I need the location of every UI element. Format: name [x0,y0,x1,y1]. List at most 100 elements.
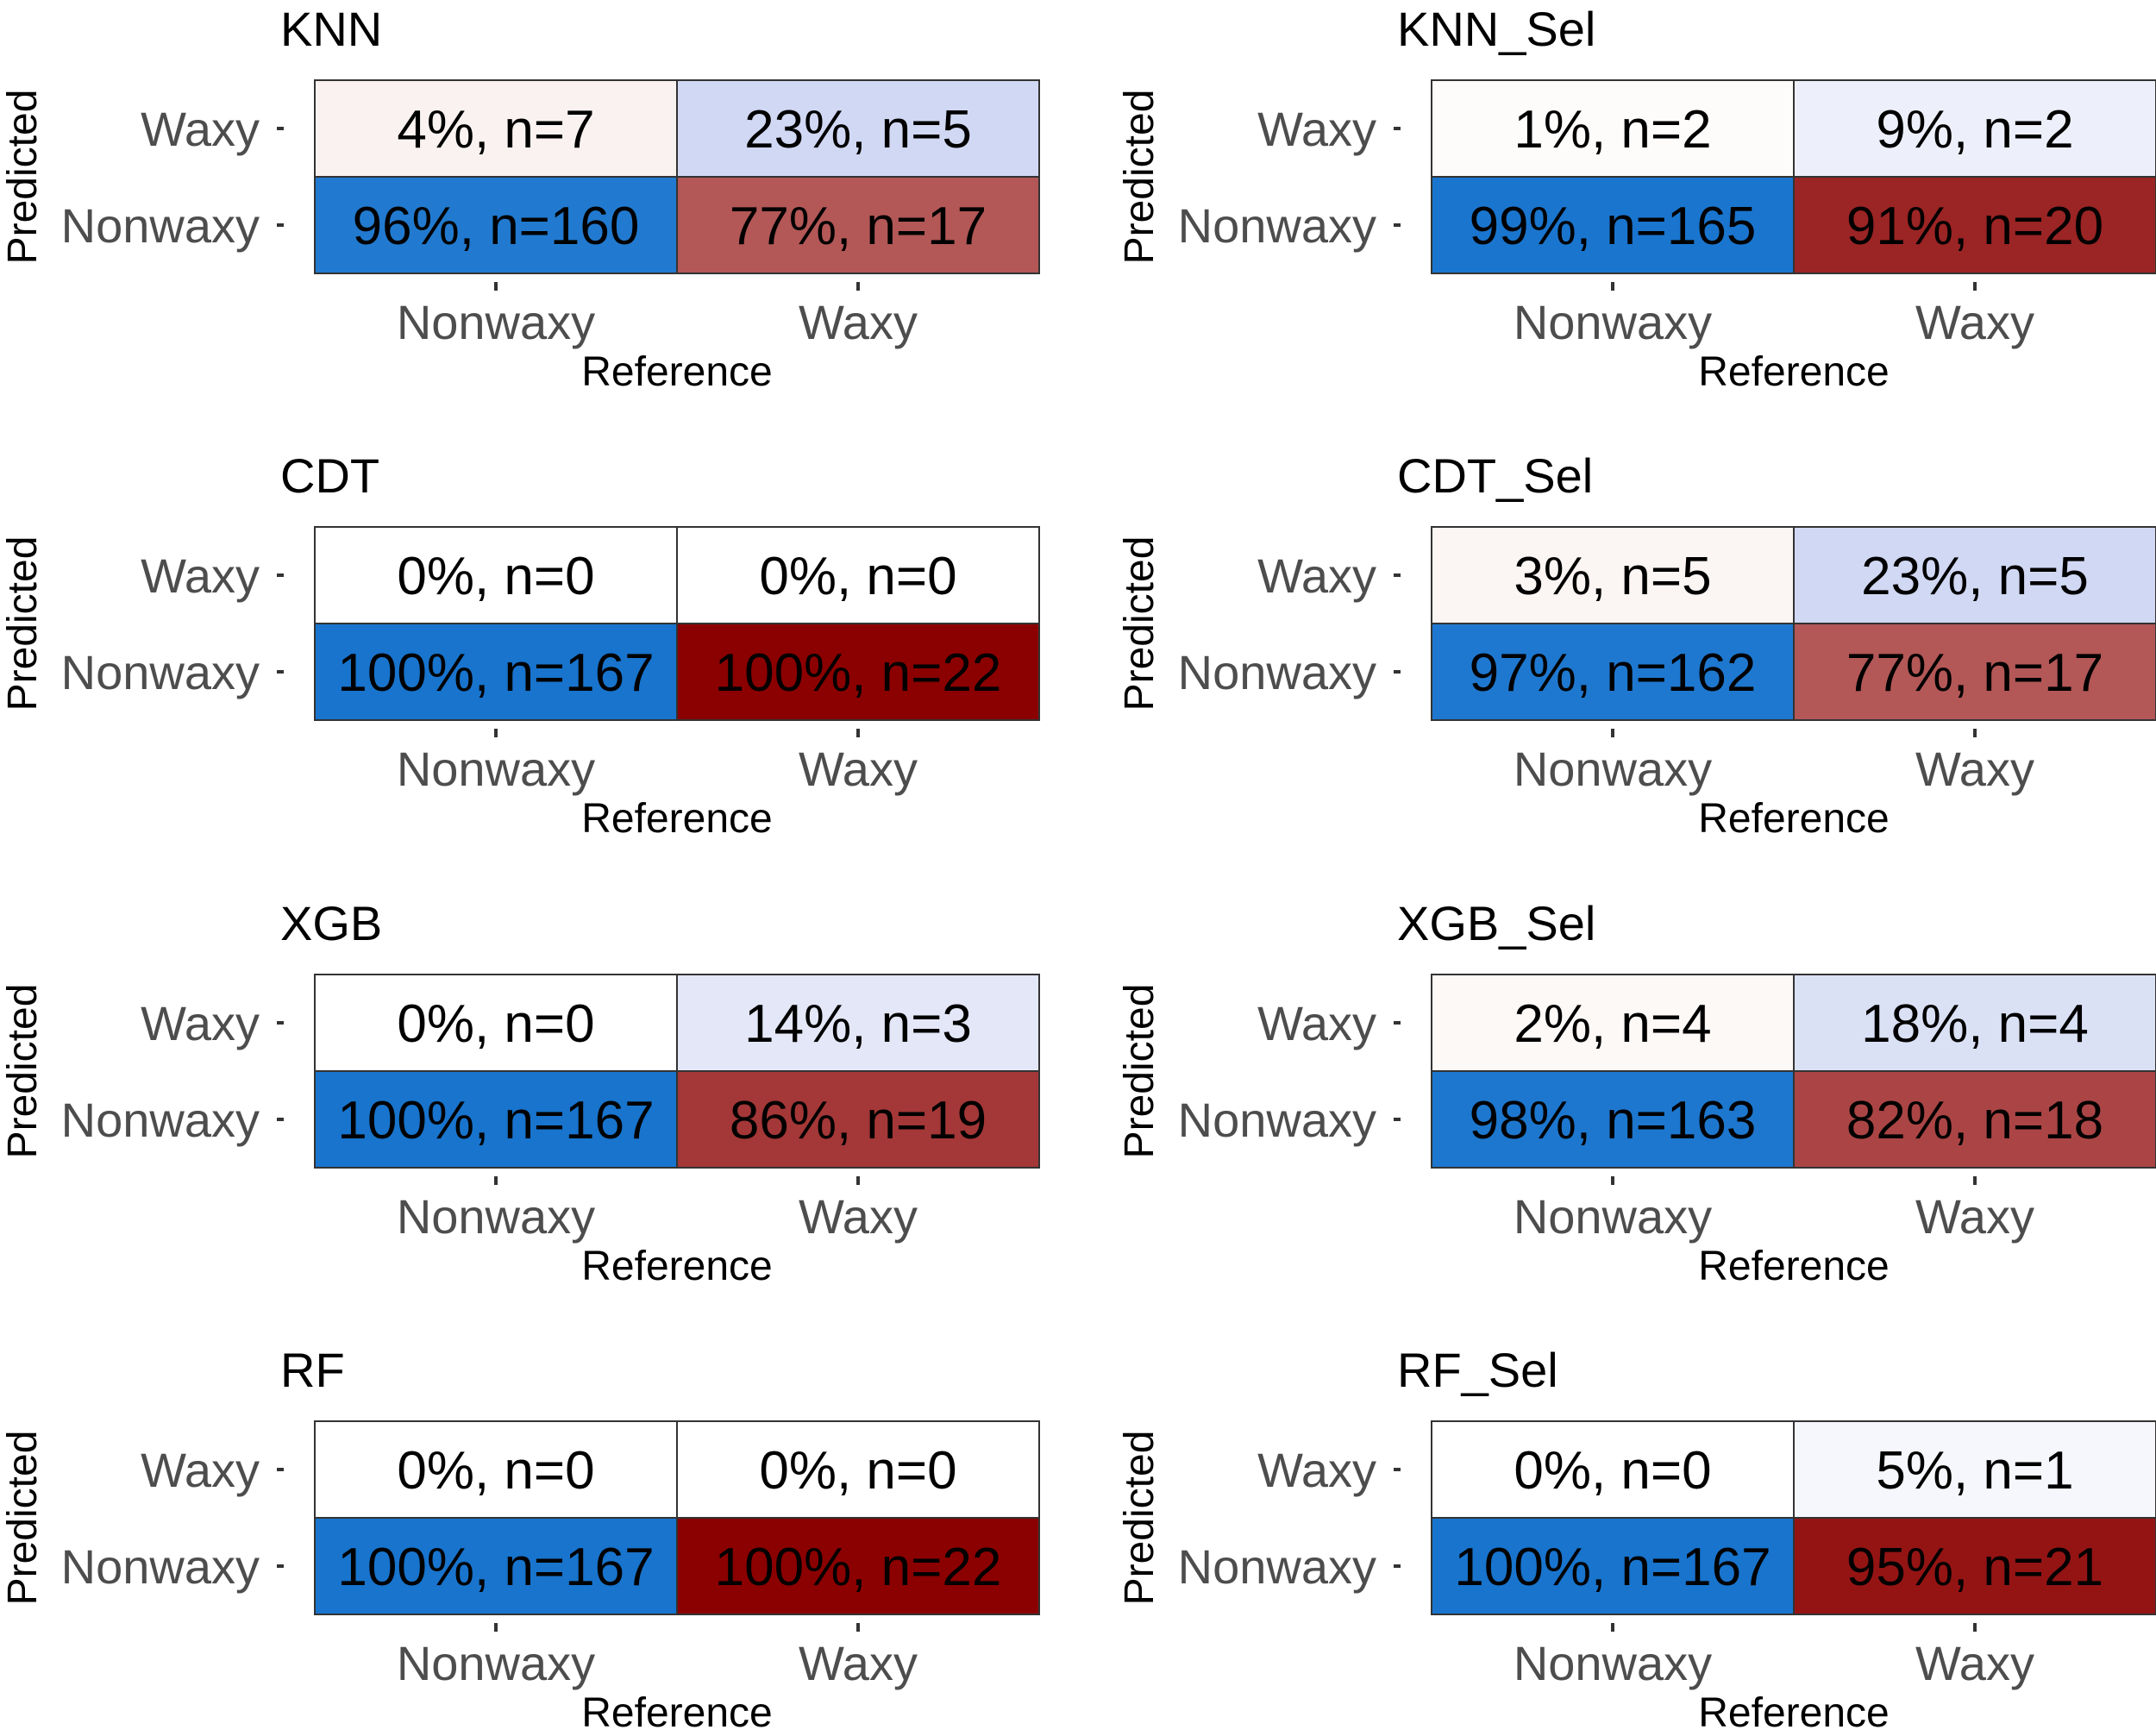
x-tick-label: Nonwaxy [1514,1189,1712,1244]
panel-title: RF_Sel [1397,1343,1558,1397]
y-axis-title: Predicted [1117,536,1163,711]
heatmap-cell [1793,176,2156,274]
heatmap-cell [1431,1517,1795,1615]
panel-border [1431,79,2156,274]
heatmap-cell [314,1070,678,1169]
y-tick-label: Waxy [1257,102,1376,156]
panel-title: CDT_Sel [1397,448,1593,503]
heatmap-cell [1793,1070,2156,1169]
cell-label: 0%, n=0 [397,1441,594,1501]
x-tick-label: Nonwaxy [1514,742,1712,796]
cell-label: 0%, n=0 [397,547,594,606]
x-axis-title: Reference [581,1690,772,1736]
x-axis-title: Reference [1698,349,1889,395]
cell-label: 0%, n=0 [759,547,956,606]
x-tick-label: Waxy [799,1636,918,1690]
panel-title: KNN_Sel [1397,2,1595,56]
cell-label: 82%, n=18 [1846,1091,2103,1150]
heatmap-cell [1431,79,1795,178]
cell-label: 100%, n=167 [1454,1538,1771,1597]
heatmap-cell [1793,974,2156,1072]
heatmap-cell [1431,176,1795,274]
cell-label: 95%, n=21 [1846,1538,2103,1597]
x-tick-label: Waxy [1915,742,2034,796]
cell-label: 23%, n=5 [1861,547,2089,606]
cell-label: 99%, n=165 [1470,197,1757,256]
heatmap-cell [1431,1070,1795,1169]
heatmap-cell [314,974,678,1072]
y-tick-label: Nonwaxy [61,1539,260,1594]
x-tick-label: Nonwaxy [397,742,595,796]
y-tick-label: Nonwaxy [1178,1539,1376,1594]
panel-border [314,526,1040,721]
cell-label: 100%, n=22 [715,643,1002,703]
heatmap-cell [676,526,1040,624]
cell-label: 100%, n=22 [715,1538,1002,1597]
cell-label: 2%, n=4 [1514,994,1711,1054]
x-tick-label: Nonwaxy [397,1636,595,1690]
heatmap-cell [676,1070,1040,1169]
y-tick-label: Nonwaxy [61,1093,260,1147]
panel-xgb-sel: XGB_Sel 2%, n=4 18%, n=4 98%, n=163 82%, n=1… [1117,896,2156,1289]
panel-cdt-sel: CDT_Sel 3%, n=5 23%, n=5 97%, n=162 77%, n=1… [1117,448,2156,842]
y-tick-label: Waxy [141,996,260,1050]
y-axis-title: Predicted [0,984,46,1159]
y-axis-title: Predicted [0,536,46,711]
heatmap-cell [676,1420,1040,1519]
x-tick-label: Nonwaxy [1514,295,1712,349]
y-tick-label: Waxy [1257,1443,1376,1497]
cell-label: 98%, n=163 [1470,1091,1757,1150]
cell-label: 100%, n=167 [337,1091,654,1150]
panel-border [314,1420,1040,1615]
cell-label: 77%, n=17 [730,197,987,256]
panel-border [1431,974,2156,1169]
y-tick-label: Waxy [141,1443,260,1497]
panel-title: XGB_Sel [1397,896,1595,950]
cell-label: 97%, n=162 [1470,643,1757,703]
panel-knn-sel: KNN_Sel 1%, n=2 9%, n=2 99%, n=165 91%, n=20… [1117,2,2156,395]
x-tick-label: Waxy [1915,1189,2034,1244]
cell-label: 9%, n=2 [1876,100,2073,160]
heatmap-cell [314,176,678,274]
x-tick-label: Nonwaxy [1514,1636,1712,1690]
y-tick-label: Nonwaxy [61,198,260,253]
cell-label: 77%, n=17 [1846,643,2103,703]
panel-title: XGB [280,896,382,950]
panel-border [314,974,1040,1169]
heatmap-cell [1793,1517,2156,1615]
x-tick-label: Waxy [799,742,918,796]
panel-border [1431,1420,2156,1615]
y-tick-label: Waxy [141,548,260,603]
y-tick-label: Nonwaxy [61,645,260,699]
cell-label: 0%, n=0 [397,994,594,1054]
x-tick-label: Waxy [799,295,918,349]
heatmap-cell [314,1420,678,1519]
y-axis-title: Predicted [0,90,46,265]
cell-label: 100%, n=167 [337,1538,654,1597]
cell-label: 4%, n=7 [397,100,594,160]
cell-label: 14%, n=3 [744,994,972,1054]
y-tick-label: Waxy [141,102,260,156]
x-axis-title: Reference [1698,796,1889,842]
heatmap-cell [314,623,678,721]
y-tick-label: Nonwaxy [1178,198,1376,253]
x-tick-label: Waxy [1915,1636,2034,1690]
cell-label: 1%, n=2 [1514,100,1711,160]
cell-label: 3%, n=5 [1514,547,1711,606]
y-tick-label: Nonwaxy [1178,1093,1376,1147]
heatmap-cell [676,176,1040,274]
panel-border [314,79,1040,274]
cell-label: 86%, n=19 [730,1091,987,1150]
x-axis-title: Reference [581,349,772,395]
y-tick-label: Nonwaxy [1178,645,1376,699]
x-tick-label: Waxy [1915,295,2034,349]
x-axis-title: Reference [1698,1244,1889,1289]
x-tick-label: Waxy [799,1189,918,1244]
panel-cdt: CDT 0%, n=0 0%, n=0 100%, n=167 100%, n=22 Wa… [0,448,1040,842]
y-tick-label: Waxy [1257,996,1376,1050]
cell-label: 5%, n=1 [1876,1441,2073,1501]
x-axis-title: Reference [581,796,772,842]
panel-title: RF [280,1343,345,1397]
cell-label: 96%, n=160 [353,197,640,256]
heatmap-cell [1793,1420,2156,1519]
